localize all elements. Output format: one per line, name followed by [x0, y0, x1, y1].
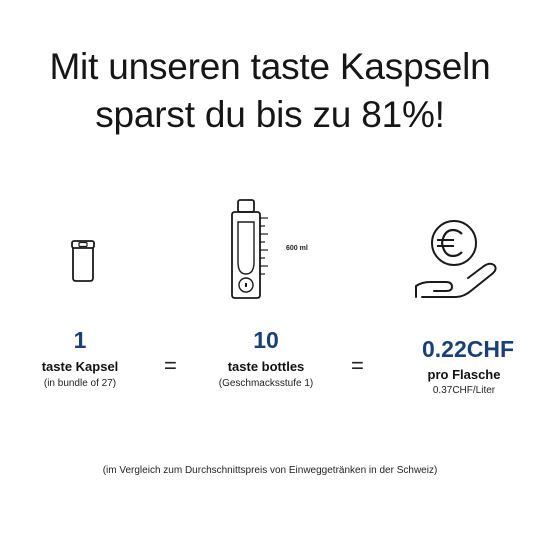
equals-sign: =: [164, 353, 177, 378]
capsule-sub: (in bundle of 27): [43, 378, 117, 389]
headline-line-2: sparst du bis zu 81%!: [95, 94, 445, 135]
price-per-liter: 0.37CHF/Liter: [432, 385, 496, 396]
bottle-sub: (Geschmacksstufe 1): [218, 378, 314, 389]
capsule-count: 1: [73, 327, 87, 353]
bottle-volume-label: 600 ml: [286, 245, 308, 252]
price-label: pro Flasche: [427, 367, 501, 382]
price-per-bottle: 0.22CHF: [421, 336, 515, 362]
capsule-label: taste Kapsel: [41, 359, 119, 374]
headline-line-1: Mit unseren taste Kaspseln: [49, 46, 491, 87]
bottle-icon: [231, 199, 268, 299]
bottle-count: 10: [253, 327, 279, 353]
equals-sign: =: [351, 353, 364, 378]
euro-coin-hand-icon: [415, 220, 497, 298]
capsule-can-icon: [71, 240, 95, 282]
bottle-label: taste bottles: [227, 359, 305, 374]
footnote: (im Vergleich zum Durchschnittspreis von…: [102, 465, 438, 476]
